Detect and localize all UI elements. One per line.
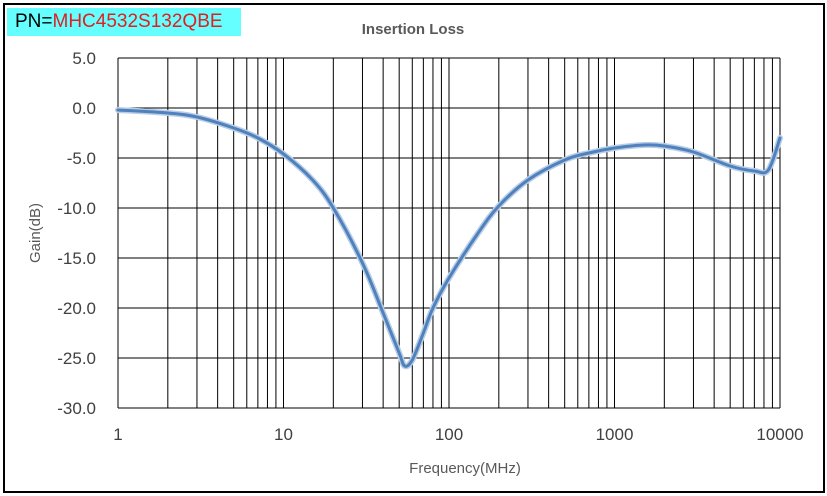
chart-title: Insertion Loss <box>362 21 465 38</box>
series-line-insertion-loss <box>116 108 782 368</box>
y-tick-label: 0.0 <box>72 99 96 118</box>
y-tick-label: -25.0 <box>57 349 96 368</box>
x-axis-label: Frequency(MHz) <box>409 460 521 477</box>
part-number-value: MHC4532S132QBE <box>52 11 223 32</box>
chart-frame <box>3 3 825 493</box>
y-tick-label: 5.0 <box>72 49 96 68</box>
y-tick-label: -20.0 <box>57 299 96 318</box>
part-number-prefix: PN= <box>15 11 53 32</box>
y-axis-label: Gain(dB) <box>27 203 44 263</box>
x-tick-label: 1000 <box>596 425 634 444</box>
y-tick-label: -15.0 <box>57 249 96 268</box>
x-tick-label: 100 <box>435 425 463 444</box>
x-tick-label: 1 <box>113 425 122 444</box>
part-number-label: PN=MHC4532S132QBE <box>7 8 241 36</box>
y-tick-label: -5.0 <box>67 149 96 168</box>
x-tick-label: 10000 <box>756 425 803 444</box>
x-tick-label: 10 <box>274 425 293 444</box>
y-tick-label: -10.0 <box>57 199 96 218</box>
y-tick-label: -30.0 <box>57 399 96 418</box>
